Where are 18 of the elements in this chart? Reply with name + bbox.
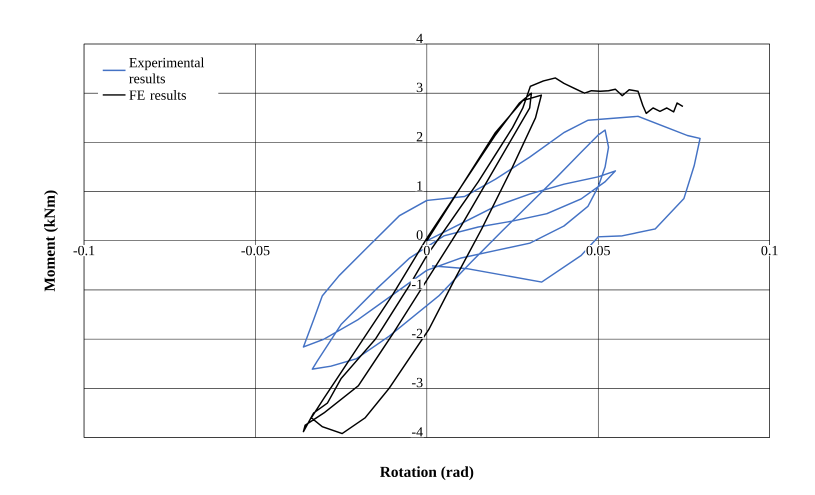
y-tick-label: -4 [412, 427, 423, 436]
x-tick-label: 0.1 [761, 246, 778, 256]
x-tick-label: -0.05 [241, 246, 270, 256]
y-tick-label: -2 [412, 328, 422, 338]
x-tick-label: 0.05 [586, 246, 610, 256]
x-axis-title: Rotation (rad) [380, 466, 474, 480]
y-tick-label: 4 [416, 34, 423, 44]
y-tick-label: -1 [412, 280, 422, 289]
x-tick-label: 0 [424, 246, 430, 256]
y-tick-label: 1 [417, 181, 422, 191]
legend-label: Experimental results [129, 58, 204, 84]
y-tick-label: -3 [412, 378, 423, 388]
y-tick-label: 0 [416, 230, 423, 240]
legend-label: FE results [129, 90, 186, 100]
y-tick-label: 2 [416, 132, 422, 142]
y-axis-title: Moment (kNm) [44, 190, 58, 292]
y-tick-label: 3 [416, 82, 423, 92]
x-tick-label: -0.1 [73, 246, 94, 256]
